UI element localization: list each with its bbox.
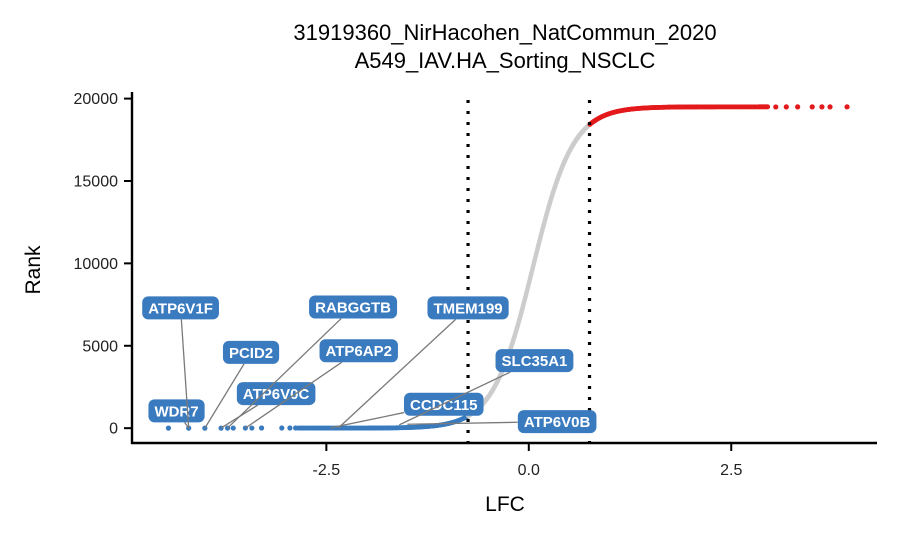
- y-tick-label: 20000: [74, 91, 119, 108]
- label-background: [517, 410, 597, 434]
- gene-label-text: CCDC115: [410, 397, 478, 414]
- x-axis-title: LFC: [485, 493, 525, 516]
- data-point-extreme: [773, 104, 779, 110]
- chart-subtitle: A549_IAV.HA_Sorting_NSCLC: [355, 48, 656, 73]
- points-layer: [165, 104, 850, 431]
- y-tick-label: 10000: [74, 256, 119, 273]
- label-background: [148, 399, 205, 423]
- data-point-extreme: [844, 104, 850, 110]
- label-connector: [180, 319, 190, 429]
- label-connector: [227, 318, 342, 429]
- y-tick-label: 0: [109, 421, 118, 438]
- data-point-extreme: [795, 104, 801, 110]
- gene-label-text: PCID2: [229, 345, 273, 362]
- data-point-extreme: [165, 425, 172, 431]
- gene-label-rabggtb: RABGGTB: [227, 295, 398, 429]
- gene-label-text: SLC35A1: [502, 353, 568, 370]
- label-background: [309, 295, 398, 319]
- gene-label-atp6ap2: ATP6AP2: [245, 339, 398, 429]
- data-point-extreme: [809, 104, 815, 110]
- data-point-extreme: [258, 425, 265, 431]
- x-tick-label: 0.0: [518, 462, 540, 479]
- data-point-extreme: [827, 104, 833, 110]
- y-axis-title: Rank: [22, 245, 45, 295]
- gene-label-pcid2: PCID2: [204, 340, 280, 429]
- gene-label-atp6v0b: ATP6V0B: [407, 410, 597, 434]
- x-tick-label: -2.5: [313, 462, 341, 479]
- data-point-extreme: [292, 425, 299, 431]
- data-point-extreme: [783, 104, 789, 110]
- label-background: [142, 296, 219, 320]
- gene-label-wdr7: WDR7: [148, 399, 205, 429]
- gene-label-text: ATP6V0B: [524, 414, 591, 431]
- label-connector: [204, 363, 245, 429]
- label-background: [495, 349, 574, 373]
- label-background: [319, 339, 398, 363]
- y-tick-label: 5000: [82, 338, 118, 355]
- label-connector: [245, 361, 343, 429]
- label-connector: [338, 318, 457, 429]
- label-background: [427, 296, 509, 320]
- data-point-extreme: [279, 425, 285, 431]
- gene-label-atp6v1f: ATP6V1F: [142, 296, 219, 429]
- data-point-extreme: [230, 425, 236, 431]
- x-tick-label: 2.5: [720, 462, 742, 479]
- gene-label-tmem199: TMEM199: [338, 296, 509, 429]
- label-connector: [330, 411, 405, 429]
- gene-label-slc35a1: SLC35A1: [398, 349, 574, 426]
- data-point-extreme: [287, 425, 293, 431]
- gene-label-text: ATP6V1F: [148, 300, 213, 317]
- data-point: [765, 104, 771, 110]
- gene-label-text: TMEM199: [433, 300, 502, 317]
- chart-title: 31919360_NirHacohen_NatCommun_2020: [293, 20, 716, 45]
- gene-label-text: ATP6V0C: [243, 386, 310, 403]
- gene-labels: WDR7 ATP6V1F PCID2 ATP6V0C RABGGTB ATP6AP2 TME…: [142, 295, 597, 434]
- label-connector: [407, 421, 518, 425]
- gene-label-text: WDR7: [154, 403, 198, 420]
- label-connector: [398, 371, 511, 426]
- axes: 0 5000 10000 15000 20000 -2.5 0.0 2.5: [74, 91, 877, 479]
- label-background: [222, 340, 280, 364]
- y-tick-label: 15000: [74, 173, 119, 190]
- data-point-extreme: [249, 425, 255, 431]
- gene-label-text: ATP6AP2: [326, 343, 392, 360]
- gene-label-text: RABGGTB: [315, 300, 391, 317]
- threshold-lines: [466, 100, 592, 443]
- data-point-extreme: [819, 104, 825, 110]
